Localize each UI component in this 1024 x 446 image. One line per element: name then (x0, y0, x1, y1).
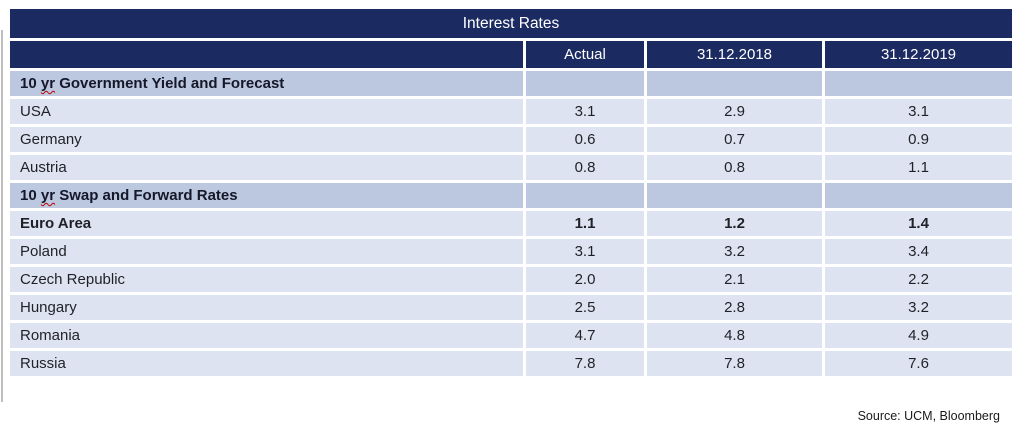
cell-2018: 2.9 (647, 99, 822, 124)
section-empty-cell (647, 183, 822, 208)
cell-2019: 7.6 (825, 351, 1012, 376)
table-row-austria: Austria 0.8 0.8 1.1 (10, 155, 1012, 180)
cell-actual: 4.7 (526, 323, 644, 348)
table-title: Interest Rates (462, 14, 560, 32)
cell-2018: 3.2 (647, 239, 822, 264)
spellcheck-underline: yr (40, 75, 56, 92)
row-label: Austria (10, 155, 523, 180)
header-cell-actual: Actual (526, 41, 644, 68)
section-empty-cell (647, 71, 822, 96)
cell-2019: 0.9 (825, 127, 1012, 152)
row-label: Russia (10, 351, 523, 376)
header-cell-empty (10, 41, 523, 68)
section-label: 10 yr Swap and Forward Rates (10, 183, 523, 208)
cell-actual: 0.6 (526, 127, 644, 152)
section-empty-cell (526, 71, 644, 96)
table-row-poland: Poland 3.1 3.2 3.4 (10, 239, 1012, 264)
section-empty-cell (825, 71, 1012, 96)
source-note: Source: UCM, Bloomberg (857, 409, 1000, 423)
cell-actual: 7.8 (526, 351, 644, 376)
header-cell-31-12-2019: 31.12.2019 (825, 41, 1012, 68)
cell-2019: 1.4 (825, 211, 1012, 236)
cell-2018: 2.8 (647, 295, 822, 320)
row-label: USA (10, 99, 523, 124)
row-label: Poland (10, 239, 523, 264)
cell-actual: 3.1 (526, 99, 644, 124)
cell-2018: 0.8 (647, 155, 822, 180)
table-row-germany: Germany 0.6 0.7 0.9 (10, 127, 1012, 152)
section-row-government-yield: 10 yr Government Yield and Forecast (10, 71, 1012, 96)
left-edge-artifact (1, 30, 3, 402)
cell-actual: 0.8 (526, 155, 644, 180)
cell-actual: 1.1 (526, 211, 644, 236)
section-empty-cell (526, 183, 644, 208)
table-row-czech-republic: Czech Republic 2.0 2.1 2.2 (10, 267, 1012, 292)
cell-2019: 1.1 (825, 155, 1012, 180)
table-row-hungary: Hungary 2.5 2.8 3.2 (10, 295, 1012, 320)
cell-2019: 3.1 (825, 99, 1012, 124)
section-row-swap-forward: 10 yr Swap and Forward Rates (10, 183, 1012, 208)
table-row-romania: Romania 4.7 4.8 4.9 (10, 323, 1012, 348)
cell-2019: 2.2 (825, 267, 1012, 292)
cell-actual: 3.1 (526, 239, 644, 264)
cell-2018: 0.7 (647, 127, 822, 152)
cell-2018: 4.8 (647, 323, 822, 348)
header-cell-31-12-2018: 31.12.2018 (647, 41, 822, 68)
table-header-row: Actual 31.12.2018 31.12.2019 (10, 41, 1012, 68)
cell-2018: 7.8 (647, 351, 822, 376)
row-label: Romania (10, 323, 523, 348)
cell-actual: 2.5 (526, 295, 644, 320)
row-label: Euro Area (10, 211, 523, 236)
cell-2019: 3.4 (825, 239, 1012, 264)
table-row-usa: USA 3.1 2.9 3.1 (10, 99, 1012, 124)
table-row-russia: Russia 7.8 7.8 7.6 (10, 351, 1012, 376)
row-label: Germany (10, 127, 523, 152)
cell-2019: 3.2 (825, 295, 1012, 320)
cell-actual: 2.0 (526, 267, 644, 292)
row-label: Hungary (10, 295, 523, 320)
section-label: 10 yr Government Yield and Forecast (10, 71, 523, 96)
spellcheck-underline: yr (40, 187, 56, 204)
row-label: Czech Republic (10, 267, 523, 292)
cell-2018: 2.1 (647, 267, 822, 292)
interest-rates-table: Interest Rates Actual 31.12.2018 31.12.2… (10, 9, 1012, 379)
cell-2019: 4.9 (825, 323, 1012, 348)
table-row-euro-area: Euro Area 1.1 1.2 1.4 (10, 211, 1012, 236)
cell-2018: 1.2 (647, 211, 822, 236)
table-title-bar: Interest Rates (10, 9, 1012, 38)
section-empty-cell (825, 183, 1012, 208)
